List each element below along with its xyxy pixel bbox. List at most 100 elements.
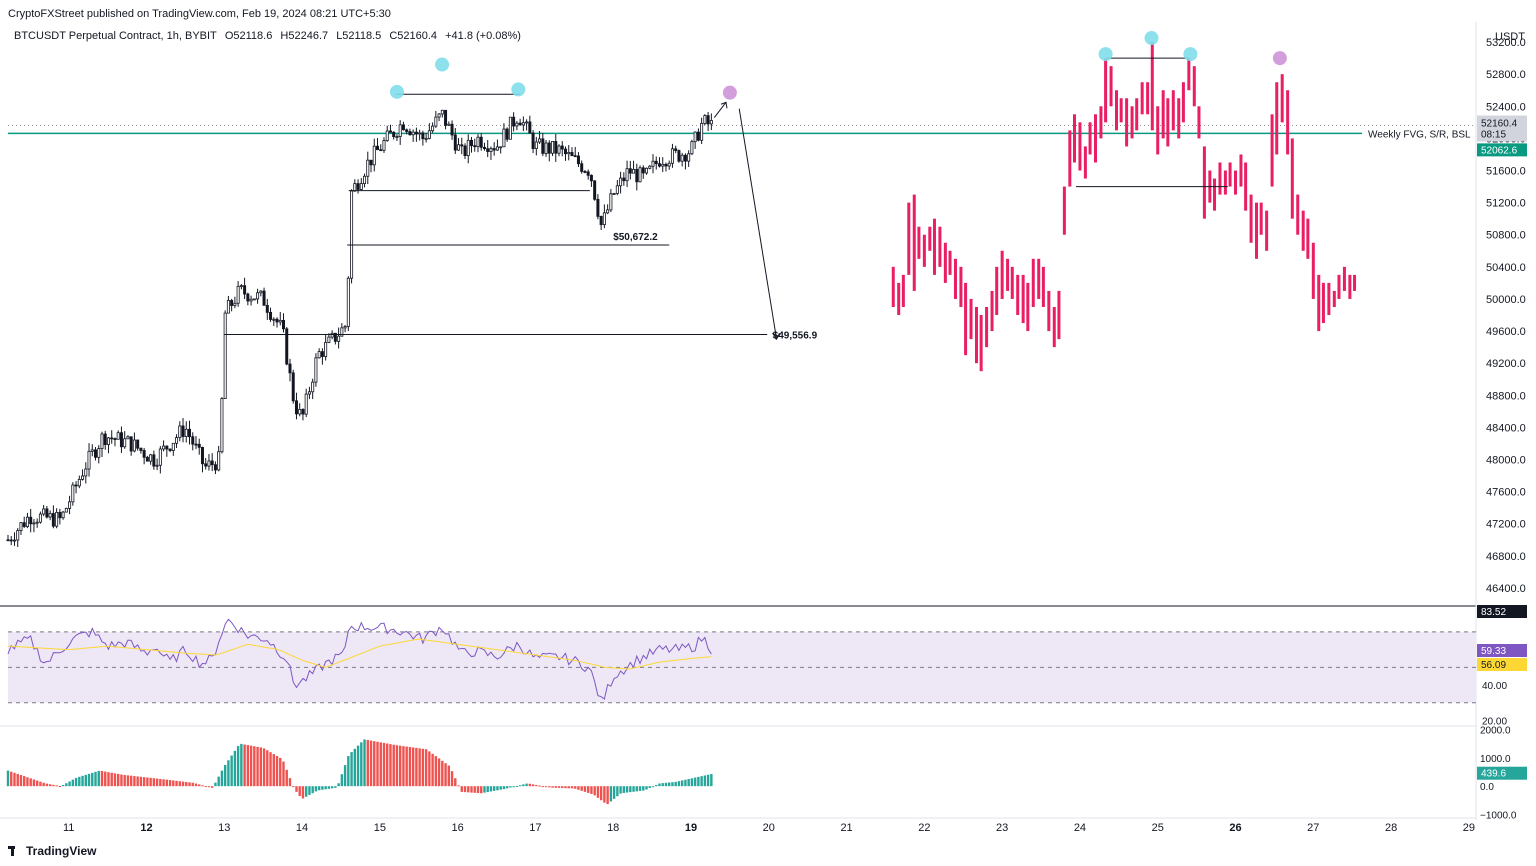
histogram-bar (697, 776, 700, 787)
projection-bar (969, 298, 973, 340)
histogram-bar (544, 786, 548, 788)
histogram-bar (515, 785, 519, 787)
candle-body (149, 454, 153, 462)
histogram-bar (55, 785, 58, 787)
candle-body (45, 508, 49, 518)
time-axis-tick: 22 (918, 822, 930, 834)
projection-bar (1223, 170, 1227, 195)
histogram-bar (382, 742, 386, 787)
histogram-bar (398, 745, 402, 787)
candle-body (599, 215, 603, 226)
histogram-bar (201, 785, 204, 787)
histogram-bar (279, 757, 282, 787)
histogram-bar (210, 786, 214, 788)
candle-body (424, 137, 428, 140)
rsi-ma-line (7, 638, 712, 670)
histogram-bar (684, 779, 687, 787)
histogram-bar (26, 777, 29, 787)
tradingview-logo[interactable]: TradingView (8, 844, 96, 858)
candle-body (450, 123, 454, 136)
candle-body (502, 128, 506, 148)
price-axis-tick: 46800.0 (1486, 551, 1526, 563)
histogram-bar (6, 770, 10, 787)
price-axis-tick: 48400.0 (1486, 422, 1526, 434)
projection-bar (1239, 154, 1243, 187)
histogram-bar (564, 786, 567, 789)
candle-body (220, 398, 224, 453)
ohlc-close: C52160.4 (389, 30, 438, 42)
candle-body (311, 381, 315, 393)
projection-bar (1093, 114, 1097, 163)
histogram-bar (677, 781, 681, 787)
ohlc-open: O52118.6 (224, 30, 273, 42)
time-axis-tick: 28 (1385, 822, 1397, 834)
histogram-bar (548, 786, 551, 788)
projection-bar (1083, 146, 1087, 179)
histogram-bar (301, 786, 305, 799)
line-price-tag-bg (1477, 143, 1527, 157)
histogram-bar (185, 781, 188, 787)
candle-body (184, 428, 188, 437)
candle-body (628, 168, 632, 174)
candle-body (508, 116, 512, 140)
candle-body (486, 148, 490, 152)
candle-body (71, 484, 75, 503)
histogram-bar (454, 778, 457, 787)
histogram-bar (389, 744, 392, 787)
projection-bar (1016, 274, 1020, 316)
histogram-bar (65, 783, 68, 787)
histogram-bar (580, 786, 583, 791)
projection-bar (1249, 194, 1253, 243)
histogram-bar (658, 783, 661, 787)
histogram-bar (395, 745, 399, 787)
histogram-bar (87, 773, 91, 787)
candle-body (641, 167, 645, 174)
candle-body (90, 449, 94, 452)
histogram-bar (123, 775, 126, 787)
last-price-tag: 52160.4 (1481, 119, 1518, 130)
histogram-bar (467, 786, 470, 793)
candle-body (239, 285, 243, 288)
candle-body (693, 131, 697, 143)
histogram-bar (635, 786, 638, 792)
price-axis-tick: 51600.0 (1486, 166, 1526, 178)
candle-body (356, 183, 360, 190)
projection-bar (1006, 258, 1010, 291)
candle-body (638, 167, 642, 183)
candle-body (359, 183, 363, 190)
histogram-bar (32, 779, 36, 787)
histogram-bar (703, 775, 707, 787)
candle-body (346, 277, 350, 327)
projection-bar (928, 226, 932, 251)
rsi-current-tag-bg (1477, 644, 1527, 657)
candle-body (129, 436, 133, 452)
histogram-bar (159, 778, 162, 787)
histogram-bar (619, 786, 622, 794)
histogram-bar (363, 739, 366, 787)
candle-body (709, 120, 713, 125)
projection-bar (1244, 162, 1248, 211)
candle-body (602, 212, 606, 226)
projection-bar (1099, 106, 1103, 139)
candle-body (58, 511, 62, 519)
histogram-bar (525, 783, 528, 787)
candle-body (518, 122, 522, 126)
histogram-bar (512, 786, 515, 788)
rsi-current-tag: 59.33 (1481, 646, 1506, 657)
candle-body (262, 290, 266, 306)
histogram-bar (460, 786, 463, 792)
candle-body (55, 511, 59, 527)
candle-body (25, 516, 29, 527)
histogram-bar (311, 786, 314, 794)
marker-circle (1272, 51, 1287, 66)
candle-body (557, 145, 561, 154)
projection-bar (907, 202, 911, 275)
candle-body (700, 123, 704, 141)
candle-body (181, 425, 185, 437)
candle-body (476, 136, 480, 148)
histogram-bar (574, 786, 577, 789)
histogram-bar (583, 786, 587, 792)
candle-body (664, 163, 668, 167)
candle-body (369, 159, 373, 166)
